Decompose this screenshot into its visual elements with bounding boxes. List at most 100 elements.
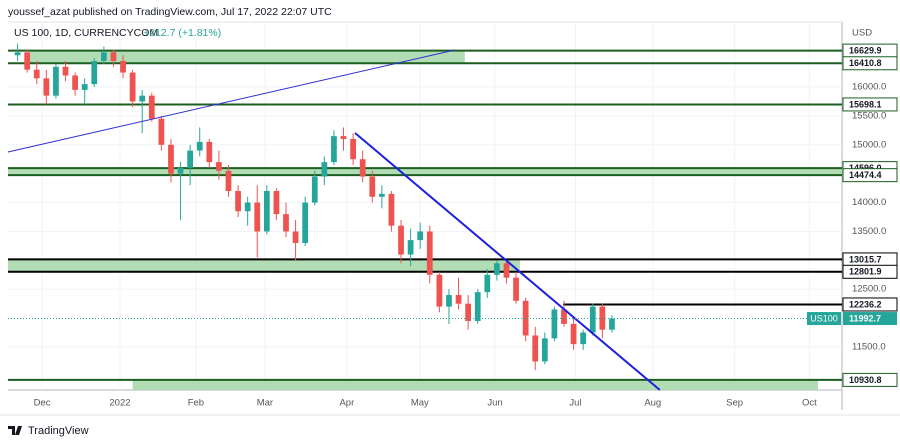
level-label: 16410.8 [849, 58, 882, 68]
candle-body [33, 69, 40, 79]
zone [8, 259, 520, 272]
trendline [7, 49, 455, 153]
x-tick-label: Oct [802, 398, 817, 409]
candle-body [340, 136, 347, 140]
candle-body [522, 300, 529, 336]
level-label: 10930.8 [849, 375, 882, 385]
candle-body [206, 141, 213, 163]
candle-body [494, 263, 500, 275]
trendline [354, 132, 661, 391]
candle-body [426, 231, 433, 275]
candle-body [417, 231, 424, 241]
candle-body [24, 52, 31, 70]
candle-body [43, 78, 50, 96]
candle-body [570, 323, 577, 345]
x-tick-label: May [411, 398, 429, 409]
candle-body [513, 277, 519, 301]
level-label: 16629.9 [849, 45, 882, 55]
symbol-title: US 100, 1D, CURRENCYCOM [14, 27, 158, 39]
publisher: youssef_azat published on TradingView.co… [8, 6, 332, 18]
candle-body [110, 52, 117, 62]
candle-body [455, 295, 462, 304]
candle-body [503, 263, 510, 278]
candle-body [14, 52, 21, 56]
zone [8, 168, 842, 176]
candle-body [148, 95, 155, 119]
symbol-label: US100 [810, 313, 838, 323]
currency: USD [852, 28, 872, 39]
x-tick-label: Jun [487, 398, 502, 409]
candle-body [139, 95, 146, 102]
candle-body [263, 191, 270, 232]
level-label: 14596.0 [849, 163, 882, 173]
candle-body [187, 150, 194, 168]
candle-body [168, 144, 174, 174]
candle-body [589, 306, 596, 333]
y-tick-label: 11500.0 [852, 342, 886, 353]
footer-brand: TradingView [28, 425, 89, 437]
candle-body [273, 191, 280, 215]
candle-body [72, 75, 78, 90]
candle-body [225, 170, 232, 192]
x-tick-label: Feb [188, 398, 204, 409]
zone [132, 379, 819, 390]
candle-body [388, 193, 395, 226]
level-label: 14474.4 [849, 170, 882, 180]
level-label: 15698.1 [849, 99, 882, 109]
y-tick-label: 14000.0 [852, 197, 886, 208]
candle-body [378, 193, 385, 197]
y-tick-label: 16000.0 [852, 82, 886, 93]
level-tag [842, 168, 898, 183]
y-tick-label: 15000.0 [852, 139, 886, 150]
candle-body [120, 61, 126, 73]
y-tick-label: 15500.0 [852, 110, 886, 121]
level-tag [842, 97, 898, 112]
level-tag [842, 372, 898, 387]
candle-body [436, 274, 443, 307]
candle-body [580, 332, 587, 345]
candle-body [129, 72, 136, 102]
price-change: +212.7 (+1.81%) [143, 27, 221, 39]
candle-body [446, 295, 452, 307]
candle-body [196, 141, 203, 151]
x-tick-label: Mar [257, 398, 273, 409]
level-tag [842, 297, 898, 312]
candle-body [283, 214, 289, 232]
candle-body [350, 139, 356, 160]
x-tick-label: Sep [726, 398, 743, 409]
candle-body [158, 118, 165, 145]
candle-body [541, 338, 548, 362]
x-tick-label: Dec [34, 398, 51, 409]
candle-body [398, 225, 404, 255]
candle-body [359, 159, 366, 177]
symbol-tag [807, 312, 841, 326]
candle-body [331, 136, 337, 163]
candle-body [311, 176, 318, 203]
last-price-tag [843, 312, 897, 326]
candle-body [484, 274, 491, 293]
candle-body [465, 303, 472, 322]
candle-body [177, 167, 184, 174]
x-tick-label: 2022 [109, 398, 130, 409]
candle-body [302, 202, 309, 244]
candle-body [235, 191, 241, 212]
level-label: 12801.9 [849, 267, 882, 277]
candle-body [100, 52, 107, 62]
candle-body [407, 240, 414, 255]
zone [30, 50, 465, 64]
candle-body [532, 335, 539, 362]
candle-body [321, 162, 328, 177]
candle-body [91, 61, 98, 85]
level-label: 12236.2 [849, 299, 882, 309]
level-tag [842, 264, 898, 279]
candle-body [254, 202, 261, 232]
candle-body [369, 176, 376, 197]
candle-body [62, 66, 69, 76]
x-tick-label: Jul [569, 398, 581, 409]
candle-body [551, 309, 558, 339]
footer-logo: TradingView [8, 425, 89, 437]
level-tag [842, 56, 898, 71]
last-price-label: 11992.7 [849, 313, 881, 323]
